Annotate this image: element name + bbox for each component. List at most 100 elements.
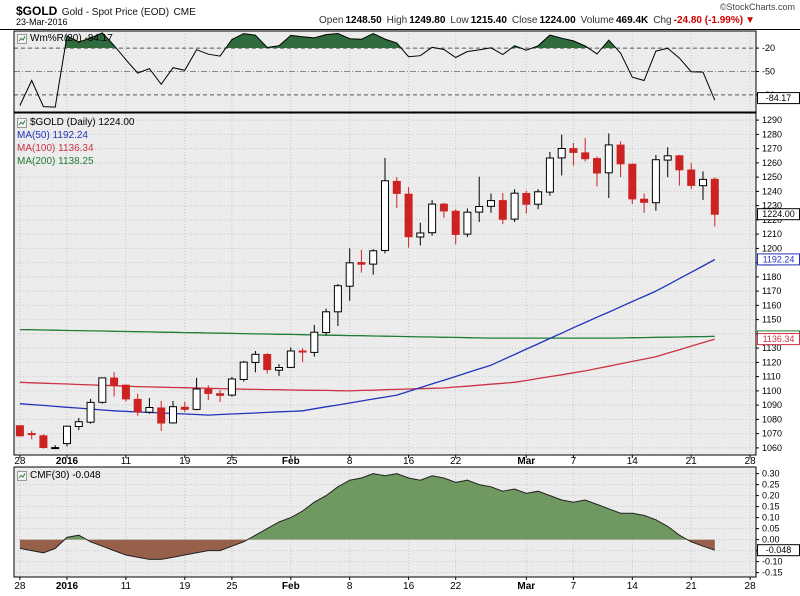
svg-text:19: 19 xyxy=(179,581,191,592)
wpr-overbought-fill xyxy=(19,32,715,49)
svg-text:8: 8 xyxy=(347,581,353,592)
svg-text:14: 14 xyxy=(627,456,639,467)
quote-label: High xyxy=(386,15,408,26)
candle-body xyxy=(263,354,272,371)
svg-text:-0.048: -0.048 xyxy=(766,545,792,555)
cmf-label-text: CMF(30) -0.048 xyxy=(30,470,101,481)
cmf-positive-fill xyxy=(64,473,688,540)
svg-text:1100: 1100 xyxy=(762,386,781,396)
svg-text:16: 16 xyxy=(403,456,415,467)
candle-body xyxy=(545,157,554,193)
ma100-line xyxy=(19,338,715,392)
candle-body xyxy=(121,384,130,400)
chart-type-icon xyxy=(17,470,27,481)
wpr-indicator-label: Wm%R(20) -84.17 xyxy=(17,33,113,44)
svg-text:22: 22 xyxy=(450,456,462,467)
svg-text:1270: 1270 xyxy=(762,144,782,154)
quote-label: Open xyxy=(319,15,344,26)
down-arrow-icon: ▼ xyxy=(745,15,755,26)
svg-text:1120: 1120 xyxy=(762,357,781,367)
chart-svg: 1060107010801090110011101120113011401150… xyxy=(13,30,800,592)
svg-text:0.15: 0.15 xyxy=(762,502,780,512)
candle-body xyxy=(392,180,401,194)
svg-text:1290: 1290 xyxy=(762,115,782,125)
cmf-indicator-label: CMF(30) -0.048 xyxy=(17,470,101,481)
candle-body xyxy=(169,406,177,424)
svg-text:28: 28 xyxy=(745,581,757,592)
ma200-line xyxy=(19,328,715,339)
right-axis: 1060107010801090110011101120113011401150… xyxy=(756,43,783,578)
symbol: $GOLD xyxy=(16,4,58,18)
candles xyxy=(15,133,719,450)
ma100-value-box: 1136.34 xyxy=(757,333,800,346)
svg-text:0.10: 0.10 xyxy=(762,513,780,523)
candle-body xyxy=(557,148,566,159)
svg-text:19: 19 xyxy=(179,456,191,467)
candle-body xyxy=(604,144,613,174)
svg-text:28: 28 xyxy=(14,581,26,592)
candle-body xyxy=(192,388,201,410)
wpr-label-text: Wm%R(20) -84.17 xyxy=(30,33,113,44)
quote-value: 1215.40 xyxy=(470,15,507,26)
wpr-value-box: -84.17 xyxy=(757,92,800,105)
candle-body xyxy=(345,262,354,287)
cmf-line xyxy=(19,473,715,560)
candle-body xyxy=(239,361,248,381)
svg-text:1192.24: 1192.24 xyxy=(763,254,795,264)
candle-body xyxy=(310,331,319,353)
chart-date: 23-Mar-2016 xyxy=(16,17,68,27)
svg-text:1280: 1280 xyxy=(762,129,782,139)
chart-type-icon xyxy=(17,33,27,44)
candle-body xyxy=(27,433,36,436)
candle-body xyxy=(640,198,649,203)
copyright: ©StockCharts.com xyxy=(719,2,795,12)
candle-body xyxy=(227,378,236,396)
quote-value: 1248.50 xyxy=(345,15,382,26)
svg-text:1240: 1240 xyxy=(762,186,782,196)
legend-ma200: MA(200) 1138.25 xyxy=(17,155,135,168)
svg-text:1150: 1150 xyxy=(762,315,781,325)
svg-text:28: 28 xyxy=(14,456,26,467)
candle-body xyxy=(110,377,119,386)
candle-body xyxy=(357,262,366,265)
quote-label: Volume xyxy=(580,15,614,26)
legend-ma100-text: MA(100) 1136.34 xyxy=(17,143,94,154)
svg-text:28: 28 xyxy=(745,456,757,467)
quote-label: Low xyxy=(450,15,469,26)
legend-symbol-line: $GOLD (Daily) 1224.00 xyxy=(17,116,135,129)
horizontal-gridlines xyxy=(14,47,756,574)
svg-text:8: 8 xyxy=(347,456,353,467)
candle-body xyxy=(145,407,154,413)
chart-title: $GOLD Gold - Spot Price (EOD) CME xyxy=(16,2,196,20)
svg-text:7: 7 xyxy=(571,456,577,467)
svg-text:1224.00: 1224.00 xyxy=(762,209,795,219)
chart-header: $GOLD Gold - Spot Price (EOD) CME ©Stock… xyxy=(0,0,800,30)
candle-body xyxy=(498,200,507,220)
svg-text:21: 21 xyxy=(686,581,698,592)
svg-text:22: 22 xyxy=(450,581,462,592)
candle-body xyxy=(157,407,166,424)
svg-text:1080: 1080 xyxy=(762,414,782,424)
cmf-negative-fill xyxy=(19,539,715,560)
candle-body xyxy=(699,178,707,187)
candle-body xyxy=(381,180,389,251)
candle-body xyxy=(204,388,213,394)
svg-text:1090: 1090 xyxy=(762,400,782,410)
svg-text:7: 7 xyxy=(571,581,577,592)
quote-label: Close xyxy=(511,15,538,26)
svg-text:1136.34: 1136.34 xyxy=(763,334,795,344)
x-axis-labels: 28 28 2016 2016 11 11 19 19 25 25 Feb Feb 8 8 16 16 22 22… xyxy=(14,455,756,592)
candle-body xyxy=(710,178,719,215)
panel-borders xyxy=(13,30,757,578)
cmf-value-box: -0.048 xyxy=(757,544,800,557)
legend-symbol-text: $GOLD (Daily) 1224.00 xyxy=(30,117,135,128)
main-chart-legend: $GOLD (Daily) 1224.00 MA(50) 1192.24 MA(… xyxy=(17,116,135,168)
svg-text:0.00: 0.00 xyxy=(762,535,780,545)
svg-text:-0.10: -0.10 xyxy=(762,557,783,567)
candle-body xyxy=(569,148,578,153)
quote-value: 1249.80 xyxy=(409,15,446,26)
svg-text:1200: 1200 xyxy=(762,243,782,253)
svg-text:1230: 1230 xyxy=(762,201,782,211)
